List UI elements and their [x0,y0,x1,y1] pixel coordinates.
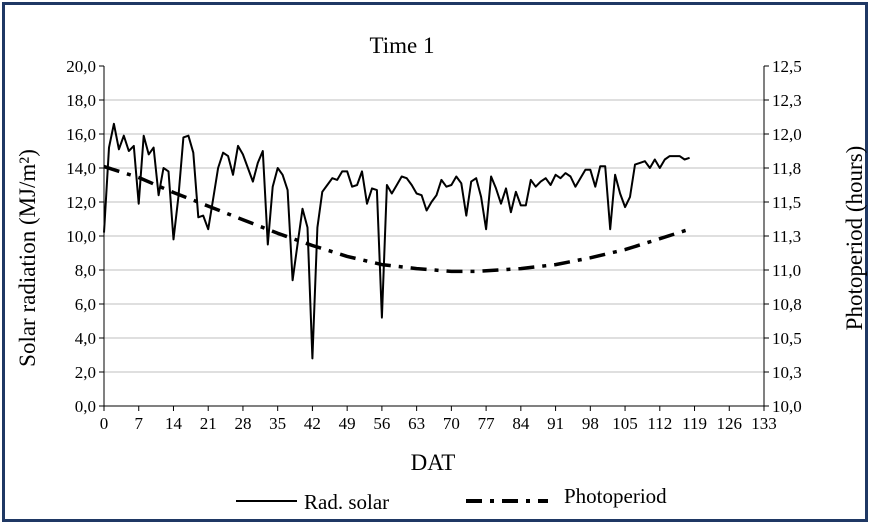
x-tick-label: 7 [134,414,143,433]
left-tick-label: 10,0 [66,227,96,246]
x-tick-label: 35 [269,414,286,433]
x-tick-label: 42 [304,414,321,433]
y-axis-right-label: Photoperiod (hours) [842,146,867,331]
x-tick-label: 63 [408,414,425,433]
chart-title: Time 1 [370,33,435,58]
right-tick-label: 11,0 [772,261,801,280]
right-tick-label: 10,8 [772,295,802,314]
x-tick-label: 105 [612,414,638,433]
right-tick-label: 10,0 [772,397,802,416]
x-tick-label: 133 [751,414,777,433]
x-tick-label: 28 [234,414,251,433]
x-tick-label: 84 [512,414,530,433]
x-axis-ticks: 0 7 14 21 28 35 42 49 56 63 70 77 84 91 98 105 112 119 126… [100,406,777,433]
x-axis-label: DAT [411,450,456,475]
legend: Rad. solar Photoperiod [236,484,667,514]
x-tick-label: 14 [165,414,183,433]
series-layer [103,122,691,360]
left-tick-label: 4,0 [75,329,96,348]
x-tick-label: 112 [647,414,672,433]
legend-label-photoperiod: Photoperiod [564,484,667,508]
x-tick-label: 21 [200,414,217,433]
left-tick-label: 16,0 [66,125,96,144]
right-tick-label: 12,5 [772,57,802,76]
x-tick-label: 91 [547,414,564,433]
right-tick-label: 10,3 [772,363,802,382]
x-tick-label: 49 [339,414,356,433]
x-tick-label: 0 [100,414,109,433]
left-tick-label: 14,0 [66,159,96,178]
right-tick-label: 10,5 [772,329,802,348]
left-tick-label: 12,0 [66,193,96,212]
title-background [300,50,504,80]
left-tick-label: 20,0 [66,57,96,76]
left-tick-label: 2,0 [75,363,96,382]
y-axis-left-label: Solar radiation (MJ/m²) [15,149,40,367]
right-axis-ticks: 10,0 10,3 10,5 10,8 11,0 11,3 11,5 11,8 12,0 12,3… [764,57,802,416]
right-tick-label: 11,3 [772,227,801,246]
right-tick-label: 11,5 [772,193,801,212]
x-tick-label: 77 [478,414,496,433]
left-tick-label: 8,0 [75,261,96,280]
left-tick-label: 0,0 [75,397,96,416]
x-tick-label: 98 [582,414,599,433]
x-tick-label: 126 [717,414,743,433]
x-tick-label: 56 [373,414,390,433]
left-axis-ticks: 0,0 2,0 4,0 6,0 8,0 10,0 12,0 14,0 16,0 18,0 20,0 [66,57,104,416]
right-tick-label: 11,8 [772,159,801,178]
legend-label-rad-solar: Rad. solar [304,490,389,514]
right-tick-label: 12,0 [772,125,802,144]
x-tick-label: 70 [443,414,460,433]
series-line-photoperiod [103,164,691,274]
left-tick-label: 18,0 [66,91,96,110]
series-line-rad-solar [103,122,690,360]
gridlines [104,99,764,373]
right-tick-label: 12,3 [772,91,802,110]
x-tick-label: 119 [682,414,707,433]
left-tick-label: 6,0 [75,295,96,314]
